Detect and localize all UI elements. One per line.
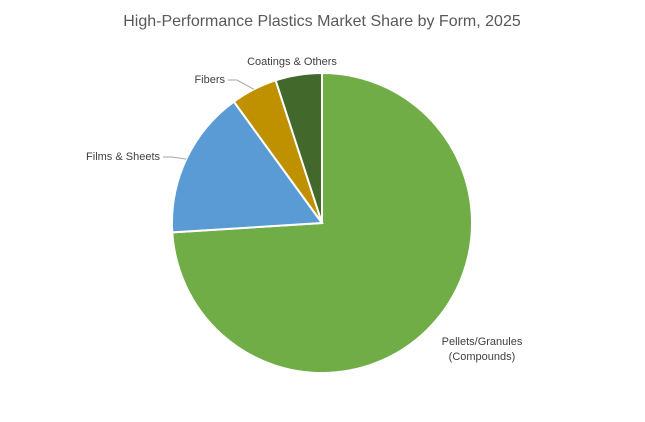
data-label: Pellets/Granules (Compounds) xyxy=(442,336,523,363)
leader-line xyxy=(228,79,255,90)
data-label: Fibers xyxy=(194,74,225,86)
data-label: Coatings & Others xyxy=(247,56,337,68)
leader-line xyxy=(163,156,187,160)
pie-slice xyxy=(274,71,323,224)
data-label: Films & Sheets xyxy=(86,151,160,163)
chart-title: High-Performance Plastics Market Share b… xyxy=(123,13,521,30)
pie-slice xyxy=(171,100,324,234)
